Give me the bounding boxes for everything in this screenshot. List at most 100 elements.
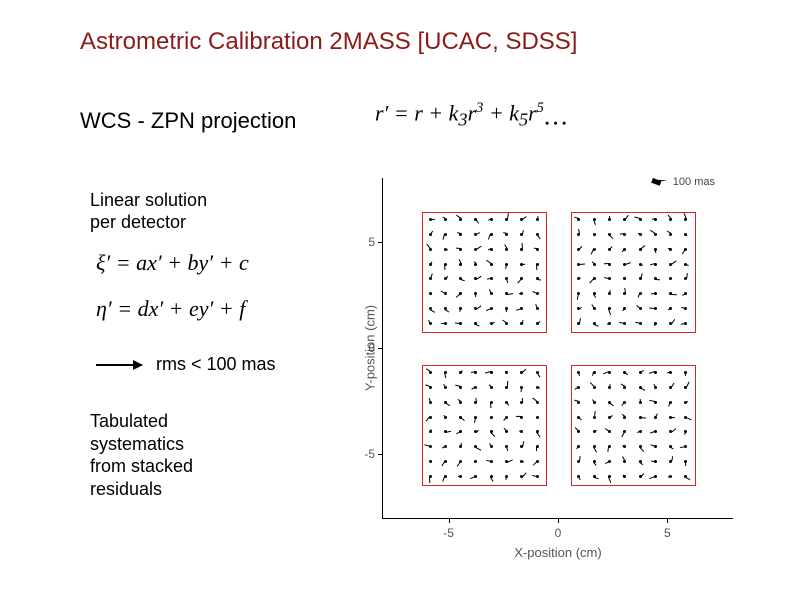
residual-vector — [593, 218, 596, 221]
x-axis-title: X-position (cm) — [514, 545, 601, 560]
plot-area: 100 mas X-position (cm) Y-position (cm) … — [382, 178, 733, 519]
residual-vector — [536, 371, 539, 374]
scale-reference: 100 mas — [652, 176, 715, 188]
residual-vector — [536, 218, 539, 221]
residual-vector — [639, 263, 642, 266]
residual-vector — [654, 263, 657, 266]
residual-vector — [490, 401, 493, 404]
residual-vector — [623, 371, 626, 374]
residual-vector — [669, 263, 672, 266]
scale-reference-label: 100 mas — [673, 176, 715, 188]
residual-vector — [654, 248, 657, 251]
residual-vector — [444, 475, 447, 478]
residual-vector — [593, 401, 596, 404]
residual-vector — [608, 386, 611, 389]
residual-vector — [608, 371, 611, 374]
residual-vector — [608, 218, 611, 221]
scale-arrow-icon — [652, 180, 666, 181]
residual-vector — [669, 292, 672, 295]
x-tick — [449, 518, 450, 523]
residual-vector — [593, 460, 596, 463]
residual-vector — [505, 263, 508, 266]
residual-vector — [429, 292, 432, 295]
residual-vector — [608, 248, 611, 251]
residual-vector — [593, 307, 596, 310]
residual-vector — [536, 263, 539, 266]
residual-vector — [669, 322, 672, 325]
residual-vector — [654, 416, 657, 419]
x-tick-label: 5 — [664, 526, 671, 540]
residual-vector — [654, 277, 657, 280]
x-tick-label: 0 — [555, 526, 562, 540]
residual-vector — [639, 475, 642, 478]
residual-vector — [536, 475, 539, 478]
residual-vector — [505, 292, 508, 295]
residual-vector — [593, 322, 596, 325]
residual-vector — [444, 307, 447, 310]
residual-vector — [536, 233, 539, 236]
residual-vector — [459, 277, 462, 280]
residual-vector — [429, 322, 432, 325]
residual-vector — [669, 248, 672, 251]
residual-vector — [536, 322, 539, 325]
residual-vector — [593, 248, 596, 251]
tabulated-label: Tabulatedsystematicsfrom stackedresidual… — [90, 410, 193, 500]
residual-vector — [639, 416, 642, 419]
residual-vector — [608, 475, 611, 478]
x-tick — [667, 518, 668, 523]
residual-vector — [459, 233, 462, 236]
residual-vector — [654, 401, 657, 404]
residual-vector — [429, 248, 432, 251]
equation-eta: η′ = dx′ + ey′ + f — [96, 296, 245, 322]
detector-outline — [571, 212, 696, 333]
arrow-icon — [96, 364, 142, 366]
residual-vector — [577, 416, 580, 419]
residual-vector — [429, 218, 432, 221]
residual-vector — [444, 263, 447, 266]
residual-vector — [444, 401, 447, 404]
residual-vector — [593, 233, 596, 236]
residual-vector — [429, 386, 432, 389]
residual-vector — [429, 416, 432, 419]
residual-vector — [536, 386, 539, 389]
residual-vector — [429, 445, 432, 448]
residual-vector — [505, 233, 508, 236]
residual-vector — [490, 475, 493, 478]
residual-vector — [623, 401, 626, 404]
residual-vector — [654, 371, 657, 374]
residual-vector — [459, 386, 462, 389]
residual-vector — [593, 371, 596, 374]
rms-label: rms < 100 mas — [156, 354, 276, 375]
residual-vector — [536, 430, 539, 433]
detector-outline — [422, 212, 547, 333]
residual-vector — [654, 386, 657, 389]
residual-vector — [536, 401, 539, 404]
y-tick — [378, 348, 383, 349]
residual-vector — [490, 263, 493, 266]
residual-vector — [608, 322, 611, 325]
residual-vector — [593, 475, 596, 478]
residual-vector — [429, 307, 432, 310]
residual-vector — [536, 248, 539, 251]
residual-vector — [536, 277, 539, 280]
residual-vector — [608, 233, 611, 236]
residual-vector — [536, 307, 539, 310]
x-tick — [558, 518, 559, 523]
equation-radial: r′ = r + k3r3 + k5r5... — [375, 100, 569, 131]
residual-vector — [654, 233, 657, 236]
residual-vector — [639, 371, 642, 374]
equation-xi: ξ′ = ax′ + by′ + c — [96, 250, 249, 276]
residual-vector — [623, 248, 626, 251]
residual-vector — [505, 416, 508, 419]
residual-vector — [505, 401, 508, 404]
residual-vector — [459, 401, 462, 404]
residual-vector — [429, 401, 432, 404]
residual-vector — [459, 416, 462, 419]
residual-vector — [490, 386, 493, 389]
residual-vector — [444, 218, 447, 221]
y-tick-label: 5 — [345, 235, 375, 249]
residual-vector — [639, 218, 642, 221]
y-tick-label: -5 — [345, 447, 375, 461]
residual-vector — [577, 263, 580, 266]
residual-vector — [639, 401, 642, 404]
